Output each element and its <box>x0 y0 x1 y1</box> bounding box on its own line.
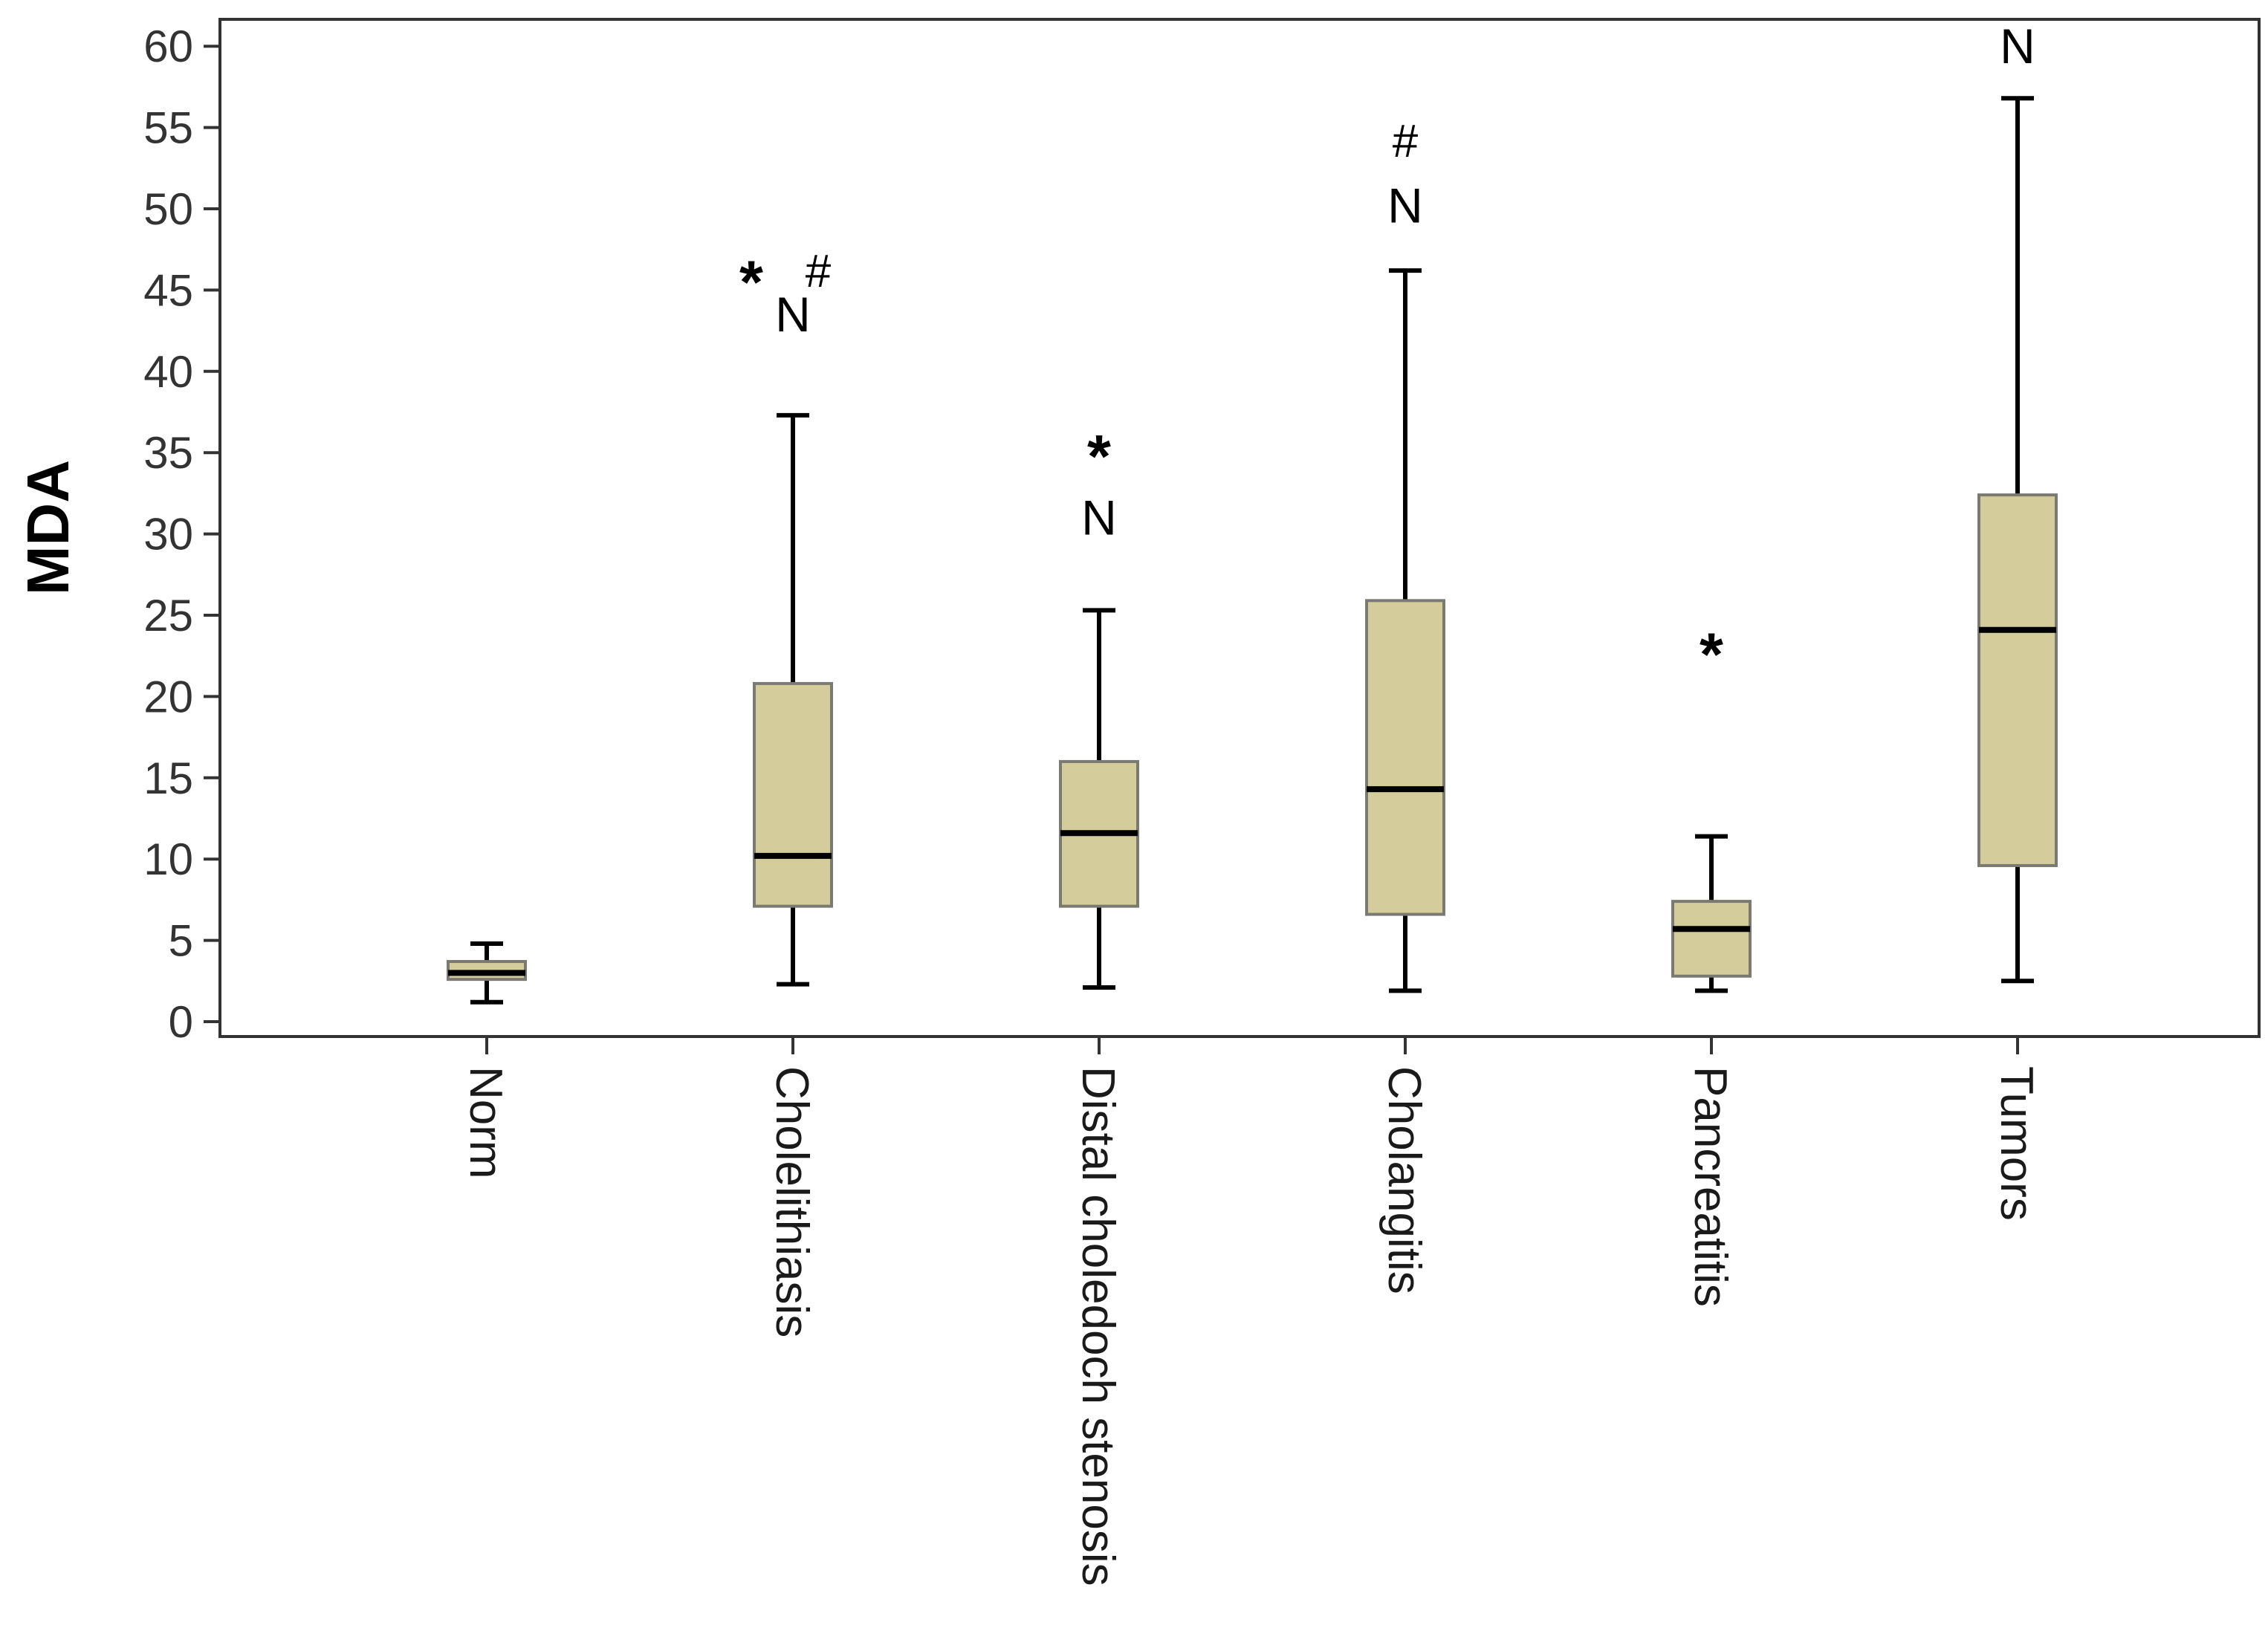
y-tick-label: 25 <box>143 591 193 640</box>
y-tick-label: 50 <box>143 184 193 234</box>
annotation-n: N <box>775 287 811 342</box>
annotation-star: * <box>1700 621 1723 689</box>
y-tick-label: 55 <box>143 103 193 153</box>
y-tick-label: 45 <box>143 265 193 315</box>
annotation-star: * <box>739 249 763 317</box>
y-tick-label: 5 <box>169 916 193 966</box>
y-tick-label: 60 <box>143 22 193 71</box>
y-tick-label: 15 <box>143 753 193 803</box>
y-tick-label: 0 <box>169 997 193 1047</box>
box-pancreatitis <box>1671 834 1752 993</box>
plot-frame <box>218 18 2261 1038</box>
box-cholangitis <box>1365 268 1445 993</box>
y-axis-label: MDA <box>15 460 81 595</box>
x-category-label: Cholelithiasis <box>766 1066 817 1337</box>
x-category-label: Distal choledoch stenosis <box>1072 1066 1124 1586</box>
iqr-box <box>1365 599 1445 916</box>
box-distal-choledoch-stenosis <box>1059 608 1139 990</box>
x-category-label: Norm <box>460 1066 511 1179</box>
box-norm <box>447 941 527 1005</box>
y-tick-label: 30 <box>143 510 193 559</box>
annotation-hash: # <box>806 246 832 297</box>
annotation-n: N <box>1387 178 1423 233</box>
box-cholelithiasis <box>753 412 833 987</box>
x-category-label: Cholangitis <box>1378 1066 1430 1294</box>
annotation-hash: # <box>1393 116 1419 167</box>
box-tumors <box>1977 96 2058 984</box>
y-tick-label: 35 <box>143 428 193 478</box>
annotation-star: * <box>1087 423 1111 490</box>
y-tick-label: 10 <box>143 834 193 884</box>
iqr-box <box>753 681 833 908</box>
iqr-box <box>1671 900 1752 978</box>
annotation-n: N <box>2000 19 2035 74</box>
y-tick-label: 20 <box>143 672 193 721</box>
y-tick-label: 40 <box>143 347 193 397</box>
x-category-label: Pancreatitis <box>1685 1066 1736 1307</box>
x-category-label: Tumors <box>1991 1066 2042 1221</box>
annotation-n: N <box>1081 490 1117 545</box>
iqr-box <box>1977 493 2058 867</box>
